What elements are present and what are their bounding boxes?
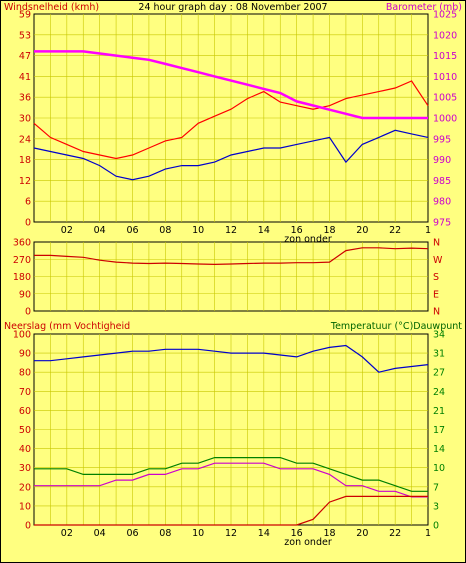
panel-1-left-tick: 47 [19, 51, 31, 62]
chart-title: 24 hour graph day : 08 November 2007 [138, 2, 327, 13]
panel-1-right-tick: 985 [433, 176, 451, 187]
panel-1-x-tick: 16 [291, 225, 303, 236]
panel-1-left-tick: 0 [25, 218, 31, 229]
panel-2-left-tick: 270 [13, 255, 31, 266]
panel-1-right-tick: 1005 [433, 93, 457, 104]
panel-3-left-tick: 0 [25, 521, 31, 532]
panel-3-x-tick: 04 [94, 528, 106, 539]
panel-2-left-tick: 90 [19, 289, 31, 300]
panel-1-x-tick: 12 [225, 225, 237, 236]
panel-1-x-tick: 08 [159, 225, 171, 236]
panel-3-right-tick: 21 [433, 406, 445, 417]
panel-2-series-1-line [34, 247, 429, 266]
panel-3-left-tick: 30 [19, 463, 31, 474]
panel-1-x-tick: 04 [94, 225, 106, 236]
panel-3-series-1-line [34, 344, 429, 373]
panel-3-right-tick: 0 [433, 521, 439, 532]
panel-1-right-tick: 1015 [433, 51, 457, 62]
panel-2-left-tick: 180 [13, 272, 31, 283]
panel-2-left-tick: 0 [25, 307, 31, 318]
panel-1-right-tick: 975 [433, 218, 451, 229]
panel-1-left-tick: 24 [19, 134, 31, 145]
panel-1-right-tick: 980 [433, 197, 451, 208]
panel-2-right-tick: S [433, 272, 439, 283]
panel-3-series-2-line [34, 457, 428, 492]
panel-3-x-tick: 16 [291, 528, 303, 539]
panel-3-right-tick: 31 [433, 349, 445, 360]
panel-3-left-tick: 50 [19, 425, 31, 436]
panel-1-left-tick: 6 [25, 197, 31, 208]
panel-3-x-tick: 10 [192, 528, 204, 539]
panel-3-right-tick: 7 [433, 482, 439, 493]
panel-1-x-tick: 20 [356, 225, 368, 236]
panel-1-x-tick: 22 [389, 225, 401, 236]
panels: 5953474136302418126010251020101510101005… [13, 10, 457, 549]
panel1-left-axis-title: Windsnelheid (kmh) [4, 2, 99, 13]
panel-3-left-tick: 60 [19, 406, 31, 417]
panel-1-right-tick: 1025 [433, 10, 457, 21]
panel-1-series-3-line [34, 50, 428, 120]
panel1-right-axis-title: Barometer (mb) [386, 2, 462, 13]
panel-1-right-tick: 990 [433, 155, 451, 166]
panel-3-right-tick: 10 [433, 463, 445, 474]
panel-3-right-tick: 3 [433, 501, 439, 512]
panel-3-x-tick: 08 [159, 528, 171, 539]
panel-3-x-tick: 22 [389, 528, 401, 539]
panel-3-x-tick: 20 [356, 528, 368, 539]
panel-1-left-tick: 30 [19, 114, 31, 125]
panel-1-right-tick: 1000 [433, 114, 457, 125]
panel-1-x-tick: 1 [425, 225, 431, 236]
panel-1-left-tick: 53 [19, 30, 31, 41]
panel-1-left-tick: 36 [19, 93, 31, 104]
panel-1-series-1-line [33, 80, 429, 160]
panel-3-x-tick: 18 [323, 528, 335, 539]
panel3-right-axis-title: Temperatuur (°C)Dauwpunt [330, 321, 462, 332]
panel-3-left-tick: 40 [19, 444, 31, 455]
panel-3-right-tick: 17 [433, 425, 445, 436]
panel-1-right-tick: 1020 [433, 30, 457, 41]
panel-3-x-tick: 12 [225, 528, 237, 539]
panel-1-sun-label: zon onder [284, 234, 332, 245]
panel-3-left-tick: 90 [19, 349, 31, 360]
panel-2-right-tick: N [433, 307, 440, 318]
panel-3-left-tick: 10 [19, 501, 31, 512]
panel-3-x-tick: 06 [126, 528, 138, 539]
panel-1-x-tick: 18 [323, 225, 335, 236]
panel-3-right-tick: 14 [433, 444, 445, 455]
panel-1-left-tick: 41 [19, 72, 31, 83]
panel-3-left-tick: 100 [13, 330, 31, 341]
panel-3-left-tick: 70 [19, 387, 31, 398]
panel-2-right-tick: N [433, 238, 440, 249]
panel-1-left-tick: 59 [19, 10, 31, 21]
panel-1-x-tick: 06 [126, 225, 138, 236]
panel-3-x-tick: 1 [425, 528, 431, 539]
panel-1-right-tick: 995 [433, 134, 451, 145]
panel-1-x-tick: 10 [192, 225, 204, 236]
panel-3-right-tick: 24 [433, 387, 445, 398]
panel3-left-axis-title: Neerslag (mm Vochtigheid [4, 321, 130, 332]
panel-1-series-2-line [33, 129, 429, 181]
panel-3-x-tick: 14 [258, 528, 270, 539]
panel-3-left-tick: 20 [19, 482, 31, 493]
panel-1-x-tick: 02 [61, 225, 73, 236]
panel-1-x-tick: 14 [258, 225, 270, 236]
panel-2-left-tick: 360 [13, 238, 31, 249]
panel-3-series-3-line [34, 462, 428, 498]
panel-3-series-4-line [34, 495, 428, 526]
panel-1-left-tick: 18 [19, 155, 31, 166]
panel-1-right-tick: 1010 [433, 72, 457, 83]
panel-2-right-tick: W [433, 255, 443, 266]
panel-1-left-tick: 12 [19, 176, 31, 187]
panel-3-x-tick: 02 [61, 528, 73, 539]
panel-3-sun-label: zon onder [284, 537, 332, 548]
panel-3-right-tick: 27 [433, 368, 445, 379]
panel-2-right-tick: E [433, 289, 439, 300]
panel-3-left-tick: 80 [19, 368, 31, 379]
panel-3-right-tick: 34 [433, 330, 445, 341]
